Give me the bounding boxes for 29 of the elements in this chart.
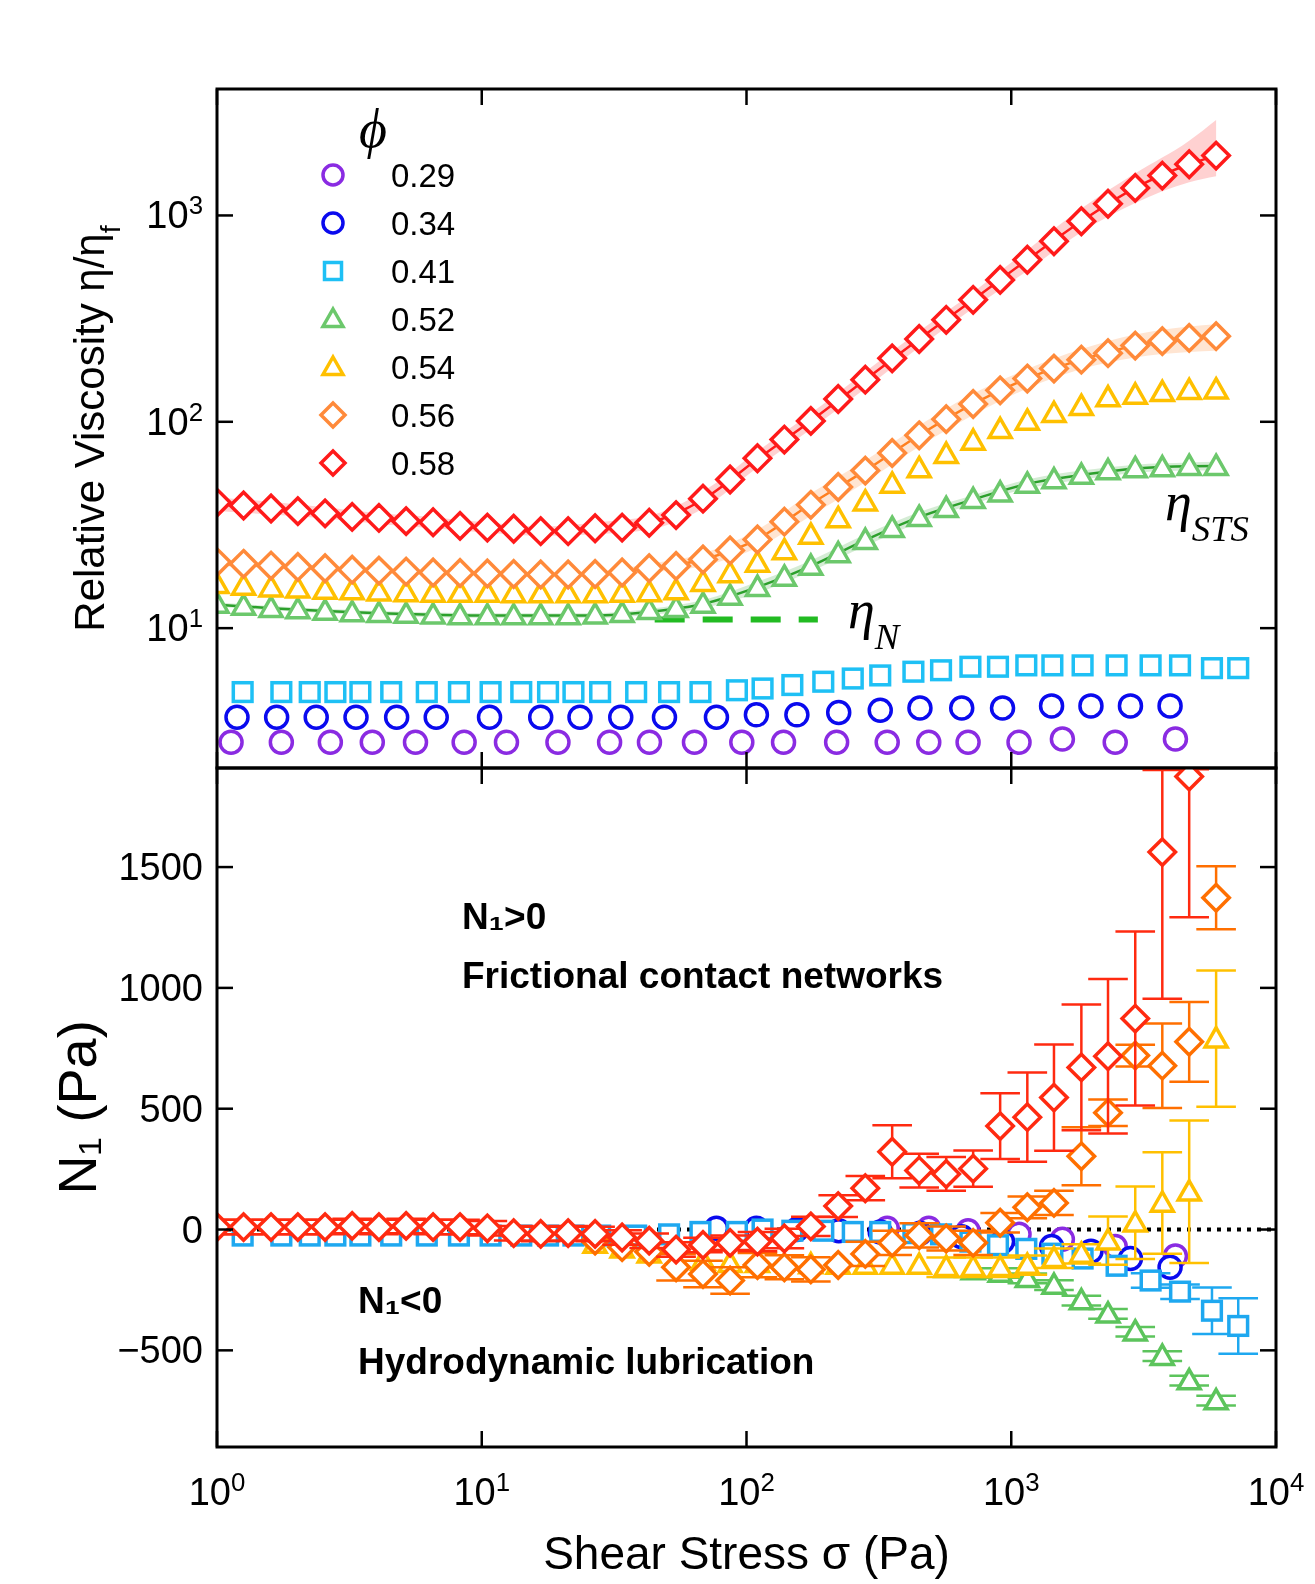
legend-label: 0.34: [391, 205, 456, 242]
y-tick-label: −500: [117, 1329, 203, 1372]
annotation: η$_{STS}$: [1165, 472, 1249, 549]
annotation: Frictional contact networks: [462, 955, 944, 996]
legend-label: 0.52: [391, 301, 456, 338]
x-tick-label: 10$^{1}$: [453, 1468, 511, 1513]
x-tick-label: 10$^{2}$: [718, 1468, 775, 1513]
legend-label: 0.54: [391, 349, 456, 386]
x-axis-title: Shear Stress σ (Pa): [543, 1527, 950, 1579]
x-tick-label: 10$^{0}$: [188, 1468, 246, 1513]
annotation: Hydrodynamic lubrication: [358, 1341, 815, 1382]
y-tick-label: 10$^{1}$: [146, 604, 203, 650]
y-tick-label: 10$^{2}$: [146, 397, 203, 443]
legend-label: 0.41: [391, 253, 456, 290]
y-axis-title: N₁ (Pa): [47, 1020, 107, 1195]
legend-label: 0.58: [391, 445, 456, 482]
x-tick-label: 10$^{3}$: [982, 1468, 1040, 1513]
y-tick-label: 500: [139, 1087, 203, 1130]
legend-label: 0.29: [391, 157, 456, 194]
x-tick-label: 10$^{4}$: [1247, 1468, 1305, 1513]
legend-label: 0.56: [391, 397, 456, 434]
y-tick-label: 1500: [118, 846, 203, 889]
annotation: N₁<0: [358, 1280, 443, 1321]
annotation: N₁>0: [462, 896, 547, 937]
legend-title: ϕ: [359, 99, 387, 159]
y-tick-label: 10$^{3}$: [146, 191, 203, 237]
y-tick-label: 1000: [118, 966, 203, 1009]
y-tick-label: 0: [181, 1208, 203, 1251]
annotation: η$_{N}$: [848, 580, 902, 657]
